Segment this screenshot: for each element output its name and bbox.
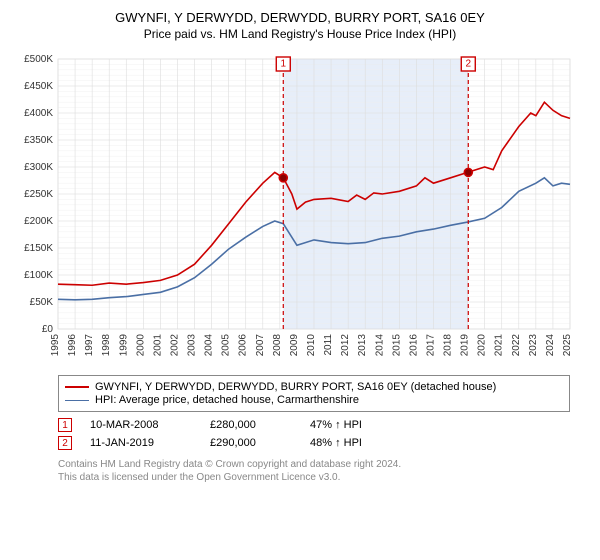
svg-text:£150K: £150K xyxy=(24,243,53,254)
svg-text:2: 2 xyxy=(466,59,472,70)
svg-text:2007: 2007 xyxy=(255,334,266,357)
svg-text:2020: 2020 xyxy=(477,334,488,357)
svg-text:£200K: £200K xyxy=(24,216,53,227)
svg-text:£350K: £350K xyxy=(24,135,53,146)
svg-text:2010: 2010 xyxy=(306,334,317,357)
svg-text:1997: 1997 xyxy=(84,334,95,357)
svg-text:£0: £0 xyxy=(42,324,54,335)
svg-text:£50K: £50K xyxy=(30,297,54,308)
footnote-line1: Contains HM Land Registry data © Crown c… xyxy=(58,459,401,470)
data-point-pct: 47% ↑ HPI xyxy=(310,419,410,431)
data-point-price: £290,000 xyxy=(210,437,310,449)
svg-text:1995: 1995 xyxy=(50,334,61,357)
legend-label: GWYNFI, Y DERWYDD, DERWYDD, BURRY PORT, … xyxy=(95,381,496,393)
svg-text:2019: 2019 xyxy=(460,334,471,357)
svg-text:2004: 2004 xyxy=(204,334,215,357)
data-point-row: 1 10-MAR-2008£280,00047% ↑ HPI xyxy=(58,418,570,432)
svg-text:2001: 2001 xyxy=(152,334,163,357)
footnote-line2: This data is licensed under the Open Gov… xyxy=(58,472,340,483)
svg-text:2021: 2021 xyxy=(494,334,505,357)
svg-text:2017: 2017 xyxy=(425,334,436,357)
price-chart: £0 £50K £100K £150K £200K £250K £300K £350K £400… xyxy=(10,49,590,369)
legend: GWYNFI, Y DERWYDD, DERWYDD, BURRY PORT, … xyxy=(58,375,570,412)
data-point-marker: 1 xyxy=(58,418,72,432)
svg-text:1: 1 xyxy=(280,59,286,70)
svg-text:£250K: £250K xyxy=(24,189,53,200)
chart-subtitle: Price paid vs. HM Land Registry's House … xyxy=(10,27,590,41)
svg-text:2024: 2024 xyxy=(545,334,556,357)
svg-text:2003: 2003 xyxy=(187,334,198,357)
data-point-date: 10-MAR-2008 xyxy=(90,419,210,431)
svg-text:£100K: £100K xyxy=(24,270,53,281)
chart-title: GWYNFI, Y DERWYDD, DERWYDD, BURRY PORT, … xyxy=(10,10,590,25)
data-point-row: 2 11-JAN-2019£290,00048% ↑ HPI xyxy=(58,436,570,450)
data-point-date: 11-JAN-2019 xyxy=(90,437,210,449)
data-points-table: 1 10-MAR-2008£280,00047% ↑ HPI 2 11-JAN-201… xyxy=(58,418,570,450)
svg-text:2016: 2016 xyxy=(408,334,419,357)
legend-item: GWYNFI, Y DERWYDD, DERWYDD, BURRY PORT, … xyxy=(65,381,563,393)
svg-text:2018: 2018 xyxy=(443,334,454,357)
svg-text:2002: 2002 xyxy=(169,334,180,357)
svg-text:1999: 1999 xyxy=(118,334,129,357)
svg-text:£300K: £300K xyxy=(24,162,53,173)
svg-text:2008: 2008 xyxy=(272,334,283,357)
data-point-pct: 48% ↑ HPI xyxy=(310,437,410,449)
svg-text:£500K: £500K xyxy=(24,54,53,65)
svg-text:2022: 2022 xyxy=(511,334,522,357)
svg-text:2012: 2012 xyxy=(340,334,351,357)
svg-text:2015: 2015 xyxy=(391,334,402,357)
chart-container: GWYNFI, Y DERWYDD, DERWYDD, BURRY PORT, … xyxy=(10,10,590,484)
footnote: Contains HM Land Registry data © Crown c… xyxy=(58,458,570,484)
legend-swatch xyxy=(65,386,89,388)
svg-text:2006: 2006 xyxy=(238,334,249,357)
svg-text:2005: 2005 xyxy=(221,334,232,357)
svg-text:2023: 2023 xyxy=(528,334,539,357)
data-point-price: £280,000 xyxy=(210,419,310,431)
svg-text:1996: 1996 xyxy=(67,334,78,357)
legend-item: HPI: Average price, detached house, Carm… xyxy=(65,394,563,406)
svg-text:£450K: £450K xyxy=(24,81,53,92)
svg-text:2011: 2011 xyxy=(323,334,334,356)
svg-text:2014: 2014 xyxy=(374,334,385,357)
svg-text:2009: 2009 xyxy=(289,334,300,357)
svg-text:2013: 2013 xyxy=(357,334,368,357)
svg-text:2000: 2000 xyxy=(135,334,146,357)
legend-swatch xyxy=(65,400,89,401)
svg-text:1998: 1998 xyxy=(101,334,112,357)
svg-text:2025: 2025 xyxy=(562,334,573,357)
svg-text:£400K: £400K xyxy=(24,108,53,119)
data-point-marker: 2 xyxy=(58,436,72,450)
legend-label: HPI: Average price, detached house, Carm… xyxy=(95,394,359,406)
